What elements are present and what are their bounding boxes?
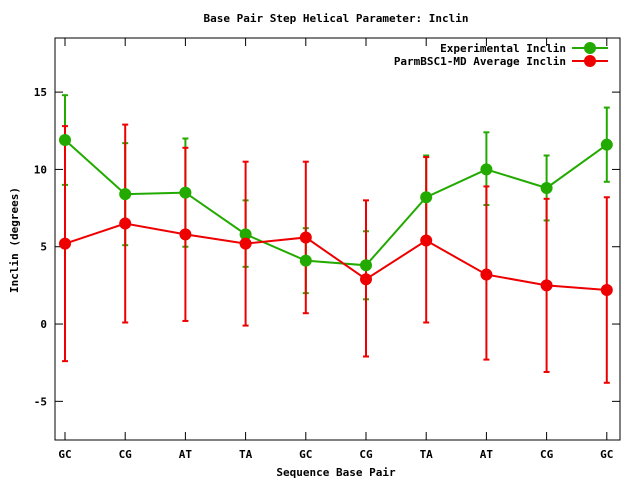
series-1-point bbox=[59, 134, 71, 147]
x-tick-label: CG bbox=[540, 448, 554, 461]
legend-marker bbox=[584, 55, 596, 67]
legend-label: ParmBSC1-MD Average Inclin bbox=[394, 55, 566, 68]
series-2-point bbox=[360, 273, 372, 286]
y-tick-label: 5 bbox=[40, 241, 47, 254]
series-2-point bbox=[179, 228, 192, 241]
series-2-point bbox=[420, 234, 433, 247]
x-tick-label: GC bbox=[58, 448, 71, 461]
series-lines bbox=[64, 139, 608, 292]
y-tick-label: 10 bbox=[34, 163, 47, 176]
x-axis: GC CG AT TA GC CG TA AT CG GC bbox=[58, 38, 613, 461]
y-tick-label: 0 bbox=[40, 318, 47, 331]
x-tick-label: AT bbox=[480, 448, 494, 461]
x-tick-label: TA bbox=[420, 448, 434, 461]
series-2-point bbox=[600, 284, 613, 297]
plot-border bbox=[54, 37, 621, 441]
x-axis-label: Sequence Base Pair bbox=[276, 466, 396, 479]
y-axis: -5 0 5 10 15 bbox=[34, 86, 620, 408]
series-1-point bbox=[179, 186, 192, 199]
series-2-line bbox=[64, 222, 607, 292]
series-2-point bbox=[239, 237, 252, 250]
series-2-point bbox=[59, 237, 71, 250]
legend-marker bbox=[584, 42, 596, 54]
series-markers bbox=[59, 134, 613, 297]
x-tick-label: GC bbox=[600, 448, 613, 461]
x-tick-label: AT bbox=[179, 448, 193, 461]
series-2-point bbox=[540, 279, 553, 292]
x-tick-label: GC bbox=[299, 448, 312, 461]
series-1-point bbox=[360, 259, 372, 272]
series-1-point bbox=[299, 254, 312, 267]
plot-frame bbox=[54, 37, 621, 441]
series-1-point bbox=[480, 163, 493, 176]
series-1-point bbox=[119, 188, 132, 201]
y-axis-label: Inclin (degrees) bbox=[8, 187, 21, 293]
legend-label: Experimental Inclin bbox=[440, 42, 566, 55]
series-1-point bbox=[600, 138, 613, 151]
x-tick-label: CG bbox=[359, 448, 373, 461]
series-1-point bbox=[420, 191, 433, 204]
error-bars bbox=[62, 94, 610, 384]
x-tick-label: CG bbox=[119, 448, 133, 461]
x-tick-label: TA bbox=[239, 448, 253, 461]
series-2-point bbox=[119, 217, 132, 230]
series-2-point bbox=[299, 231, 312, 244]
y-tick-label: 15 bbox=[34, 86, 47, 99]
series-1-point bbox=[540, 181, 553, 194]
series-1-line bbox=[64, 139, 608, 267]
series-2-point bbox=[480, 268, 493, 281]
chart-title: Base Pair Step Helical Parameter: Inclin bbox=[204, 12, 469, 25]
y-tick-label: -5 bbox=[34, 395, 47, 408]
